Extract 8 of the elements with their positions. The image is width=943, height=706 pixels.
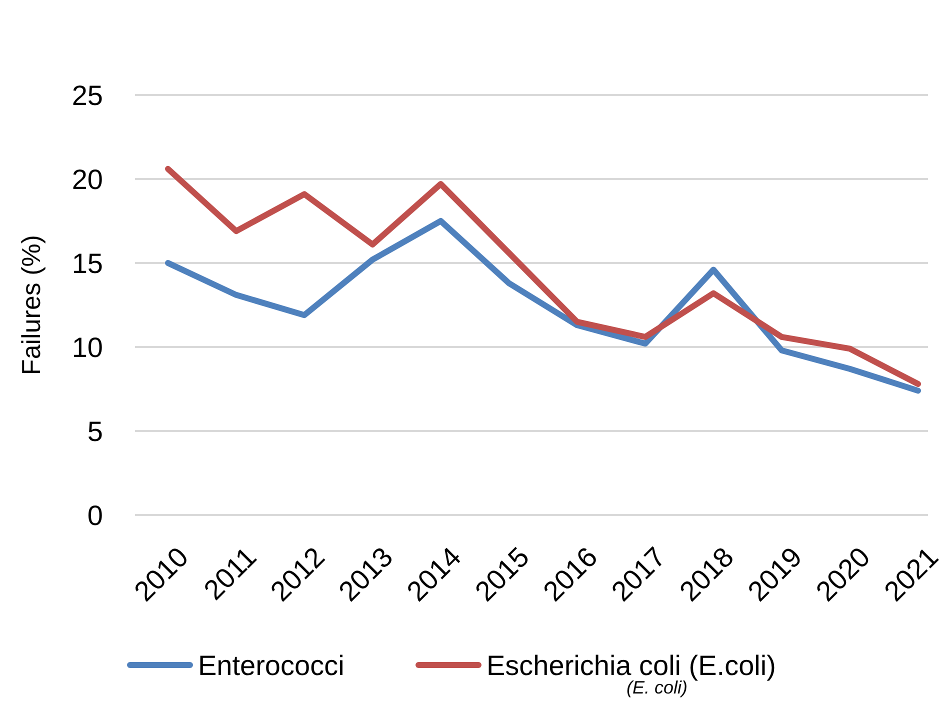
y-tick-label: 10: [72, 332, 103, 363]
y-tick-label: 15: [72, 248, 103, 279]
y-tick-label: 20: [72, 164, 103, 195]
y-tick-label: 25: [72, 80, 103, 111]
legend-label: Enterococci: [198, 650, 344, 681]
y-tick-label: 0: [87, 500, 103, 531]
y-axis-title: Failures (%): [16, 234, 46, 376]
y-tick-label: 5: [87, 416, 103, 447]
